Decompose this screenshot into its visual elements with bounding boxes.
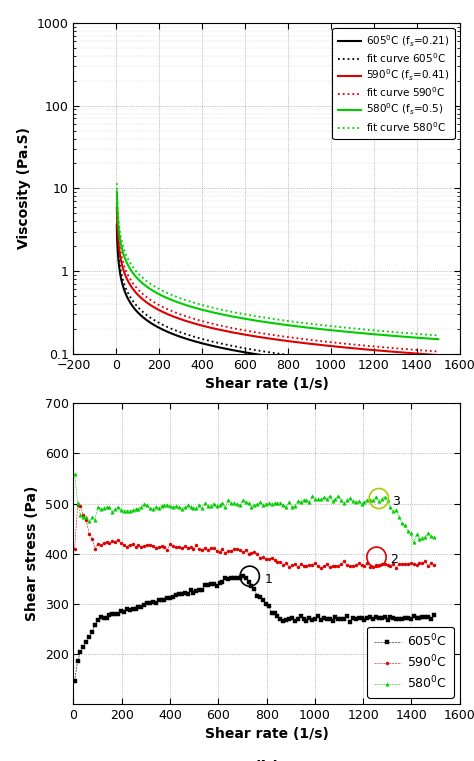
580$^0$C xyxy=(156,504,162,513)
580$^0$C (f$_s$=0.5) xyxy=(285,320,291,330)
Line: fit curve 580$^0$C: fit curve 580$^0$C xyxy=(117,183,438,336)
Text: 3: 3 xyxy=(392,495,400,508)
605$^0$C xyxy=(385,615,391,624)
Text: 2: 2 xyxy=(390,553,398,566)
580$^0$C (f$_s$=0.5) xyxy=(273,319,278,328)
Line: 590$^0$C (f$_s$=0.41): 590$^0$C (f$_s$=0.41) xyxy=(117,208,438,355)
Text: 1: 1 xyxy=(264,573,272,586)
605$^0$C xyxy=(156,596,162,605)
590$^0$C xyxy=(414,561,419,570)
fit curve 580$^0$C xyxy=(378,326,383,336)
Line: fit curve 590$^0$C: fit curve 590$^0$C xyxy=(117,199,438,352)
Y-axis label: Viscosity (Pa.S): Viscosity (Pa.S) xyxy=(17,127,31,250)
X-axis label: Shear rate (1/s): Shear rate (1/s) xyxy=(205,728,328,741)
fit curve 605$^0$C xyxy=(378,360,383,369)
580$^0$C xyxy=(382,492,388,501)
Line: 580$^0$C: 580$^0$C xyxy=(73,473,436,544)
605$^0$C xyxy=(298,612,303,621)
fit curve 590$^0$C xyxy=(436,347,441,356)
605$^0$C xyxy=(164,594,170,603)
590$^0$C xyxy=(167,540,173,549)
605$^0$C (f$_s$=0.21) xyxy=(117,264,122,273)
580$^0$C (f$_s$=0.5) xyxy=(436,335,441,344)
590$^0$C xyxy=(431,560,437,569)
605$^0$C xyxy=(376,613,382,622)
590$^0$C xyxy=(388,561,393,570)
fit curve 580$^0$C xyxy=(285,317,291,326)
590$^0$C xyxy=(72,544,78,553)
Line: 580$^0$C (f$_s$=0.5): 580$^0$C (f$_s$=0.5) xyxy=(117,192,438,339)
590$^0$C (f$_s$=0.41) xyxy=(436,351,441,360)
Legend: 605$^0$C (f$_s$=0.21), fit curve 605$^0$C, 590$^0$C (f$_s$=0.41), fit curve 590$: 605$^0$C (f$_s$=0.21), fit curve 605$^0$… xyxy=(332,28,455,139)
fit curve 590$^0$C xyxy=(335,339,341,348)
590$^0$C (f$_s$=0.41) xyxy=(378,346,383,355)
590$^0$C (f$_s$=0.41) xyxy=(117,246,122,255)
580$^0$C (f$_s$=0.5) xyxy=(378,330,383,339)
605$^0$C xyxy=(431,611,437,620)
590$^0$C (f$_s$=0.41) xyxy=(114,203,119,212)
580$^0$C (f$_s$=0.5) xyxy=(262,317,267,326)
580$^0$C (f$_s$=0.5) xyxy=(335,326,341,336)
580$^0$C xyxy=(408,529,414,538)
605$^0$C (f$_s$=0.21) xyxy=(114,221,119,230)
fit curve 605$^0$C xyxy=(114,212,119,221)
590$^0$C xyxy=(318,564,324,573)
fit curve 590$^0$C xyxy=(114,195,119,204)
590$^0$C (f$_s$=0.41) xyxy=(285,336,291,345)
580$^0$C xyxy=(72,470,78,479)
605$^0$C (f$_s$=0.21) xyxy=(378,364,383,373)
fit curve 605$^0$C xyxy=(436,365,441,374)
fit curve 605$^0$C xyxy=(262,347,267,356)
605$^0$C (f$_s$=0.21) xyxy=(335,360,341,369)
Line: 590$^0$C: 590$^0$C xyxy=(73,504,436,570)
605$^0$C xyxy=(240,572,246,581)
fit curve 580$^0$C xyxy=(114,179,119,188)
fit curve 580$^0$C xyxy=(335,323,341,332)
590$^0$C xyxy=(159,542,164,551)
590$^0$C (f$_s$=0.41) xyxy=(262,333,267,342)
fit curve 590$^0$C xyxy=(378,342,383,352)
fit curve 590$^0$C xyxy=(262,329,267,338)
580$^0$C xyxy=(295,497,301,506)
fit curve 605$^0$C xyxy=(117,257,122,266)
605$^0$C (f$_s$=0.21) xyxy=(273,352,278,361)
Y-axis label: Shear stress (Pa): Shear stress (Pa) xyxy=(25,486,39,621)
605$^0$C (f$_s$=0.21) xyxy=(436,368,441,377)
fit curve 590$^0$C xyxy=(273,331,278,340)
590$^0$C xyxy=(298,559,303,568)
605$^0$C xyxy=(72,676,78,685)
fit curve 580$^0$C xyxy=(262,313,267,322)
Line: fit curve 605$^0$C: fit curve 605$^0$C xyxy=(117,217,438,369)
580$^0$C xyxy=(431,533,437,542)
Line: 605$^0$C: 605$^0$C xyxy=(73,575,436,682)
590$^0$C xyxy=(75,501,81,510)
605$^0$C (f$_s$=0.21) xyxy=(285,354,291,363)
580$^0$C (f$_s$=0.5) xyxy=(114,187,119,196)
590$^0$C (f$_s$=0.41) xyxy=(273,335,278,344)
Line: 605$^0$C (f$_s$=0.21): 605$^0$C (f$_s$=0.21) xyxy=(117,225,438,373)
fit curve 590$^0$C xyxy=(117,239,122,248)
605$^0$C (f$_s$=0.21) xyxy=(262,351,267,360)
590$^0$C xyxy=(379,559,384,568)
Legend: 605$^0$C, 590$^0$C, 580$^0$C: 605$^0$C, 590$^0$C, 580$^0$C xyxy=(367,626,454,698)
580$^0$C xyxy=(373,492,379,501)
590$^0$C (f$_s$=0.41) xyxy=(335,342,341,352)
X-axis label: Shear rate (1/s): Shear rate (1/s) xyxy=(205,377,328,391)
580$^0$C (f$_s$=0.5) xyxy=(117,231,122,240)
Text: (b): (b) xyxy=(253,759,280,761)
580$^0$C xyxy=(164,500,170,509)
605$^0$C xyxy=(411,611,417,620)
fit curve 605$^0$C xyxy=(285,350,291,359)
Text: (a): (a) xyxy=(254,405,280,423)
fit curve 605$^0$C xyxy=(273,349,278,358)
fit curve 605$^0$C xyxy=(335,356,341,365)
fit curve 580$^0$C xyxy=(117,223,122,232)
fit curve 580$^0$C xyxy=(436,331,441,340)
fit curve 590$^0$C xyxy=(285,333,291,342)
fit curve 580$^0$C xyxy=(273,314,278,323)
580$^0$C xyxy=(411,537,417,546)
